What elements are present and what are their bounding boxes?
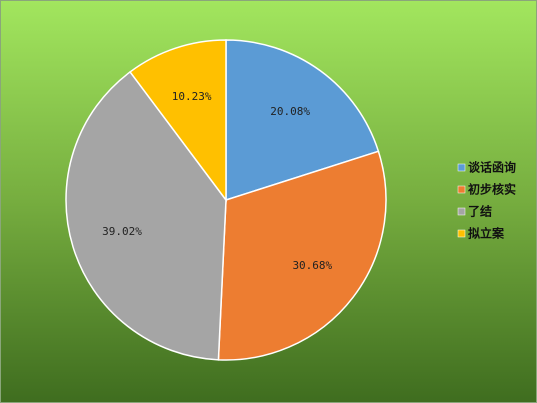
pie-slice — [65, 70, 227, 361]
pie-slice — [129, 39, 227, 203]
data-label: 10.23% — [172, 90, 212, 103]
legend-swatch — [457, 229, 466, 238]
pie-slice — [225, 39, 380, 202]
data-label: 39.02% — [102, 225, 142, 238]
legend-label: 谈话函询 — [468, 160, 516, 175]
data-label: 20.08% — [270, 105, 310, 118]
legend-label: 初步核实 — [468, 182, 516, 197]
pie-slice — [217, 150, 387, 361]
legend-label: 拟立案 — [468, 226, 505, 241]
legend-swatch — [457, 207, 466, 216]
legend-label: 了结 — [468, 204, 492, 219]
legend-swatch — [457, 163, 466, 172]
data-label: 30.68% — [292, 259, 332, 272]
legend-swatch — [457, 185, 466, 194]
